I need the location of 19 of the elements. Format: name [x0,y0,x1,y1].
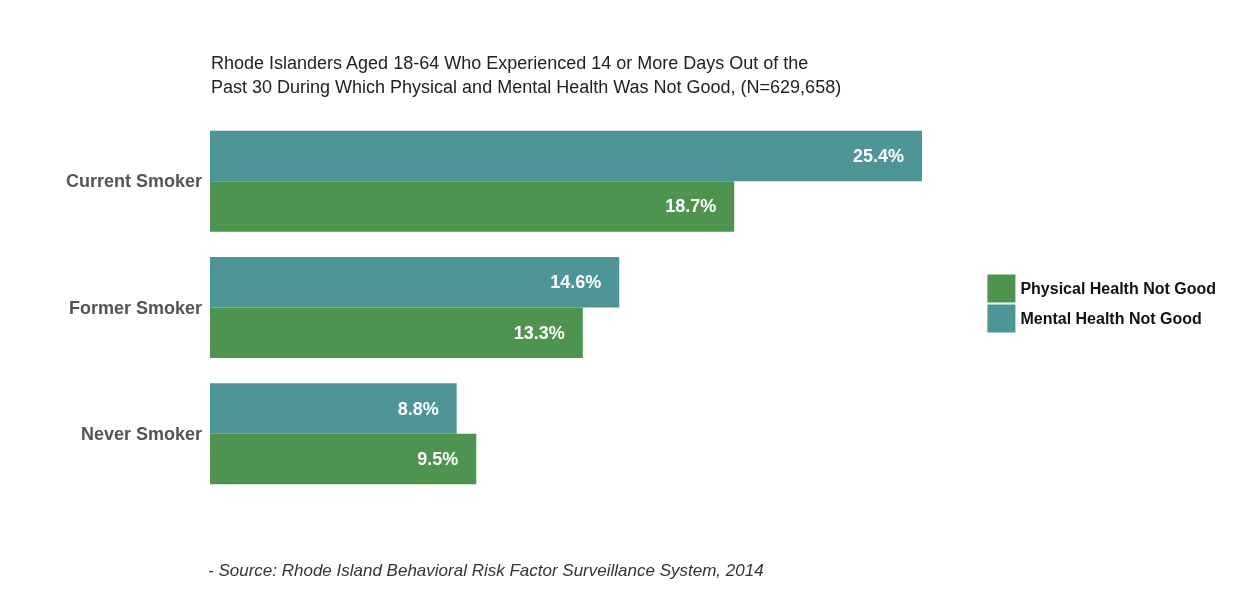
data-label: 8.8% [397,398,439,419]
bar [210,130,922,182]
bar [210,181,735,232]
data-label: 25.4% [852,145,904,166]
bar [210,383,457,434]
data-label: 18.7% [665,196,717,217]
data-label: 9.5% [417,449,459,470]
y-tick-label: Never Smoker [80,423,202,444]
bar [210,433,477,485]
bar [210,307,583,359]
data-label: 13.3% [513,322,565,343]
bar [210,256,620,308]
data-label: 14.6% [550,272,602,293]
text: - Source: Rhode Island Behavioral Risk Factor Surveillance System, 2014 [208,561,764,580]
legend-label: Physical Health Not Good [1020,280,1217,297]
y-tick-label: Former Smoker [68,297,202,318]
y-tick-label: Current Smoker [65,171,202,192]
chart-title: Rhode Islanders Aged 18-64 Who Experienced 14 or More Days Out of the Past 30 During Which Physical and Mental Health Was Not Good, (N=629,658) [211,53,842,97]
legend-label: Mental Health Not Good [1020,310,1202,327]
